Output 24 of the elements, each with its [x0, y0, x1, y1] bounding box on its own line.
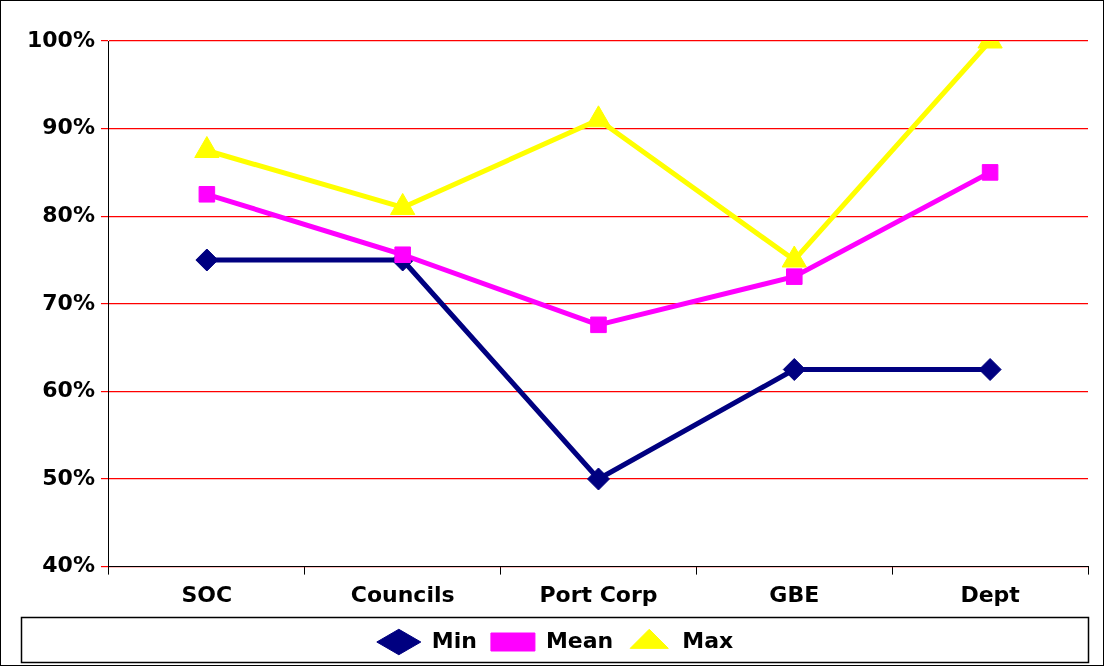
x-tick-label: Port Corp	[539, 581, 658, 607]
x-tick-label: SOC	[181, 581, 233, 607]
legend-label: Mean	[545, 627, 614, 653]
y-tick-label: 90%	[42, 114, 95, 140]
legend-label: Max	[682, 627, 734, 653]
y-tick-label: 100%	[27, 26, 95, 52]
y-tick-label: 70%	[42, 289, 95, 315]
legend-label: Min	[431, 627, 477, 653]
point	[782, 358, 806, 381]
point	[981, 164, 999, 181]
point	[590, 316, 607, 334]
x-tick-label: Dept	[960, 581, 1021, 607]
point	[394, 246, 411, 264]
point	[978, 358, 1002, 381]
point	[195, 248, 219, 272]
x-tick-label: GBE	[769, 581, 820, 607]
y-tick-label: 40%	[42, 552, 95, 578]
y-tick-label: 80%	[42, 201, 95, 227]
point	[586, 467, 610, 491]
x-tick-label: Councils	[350, 581, 455, 607]
point	[786, 268, 803, 285]
y-tick-label: 60%	[42, 377, 95, 403]
y-tick-label: 50%	[42, 464, 95, 490]
point	[198, 186, 216, 203]
